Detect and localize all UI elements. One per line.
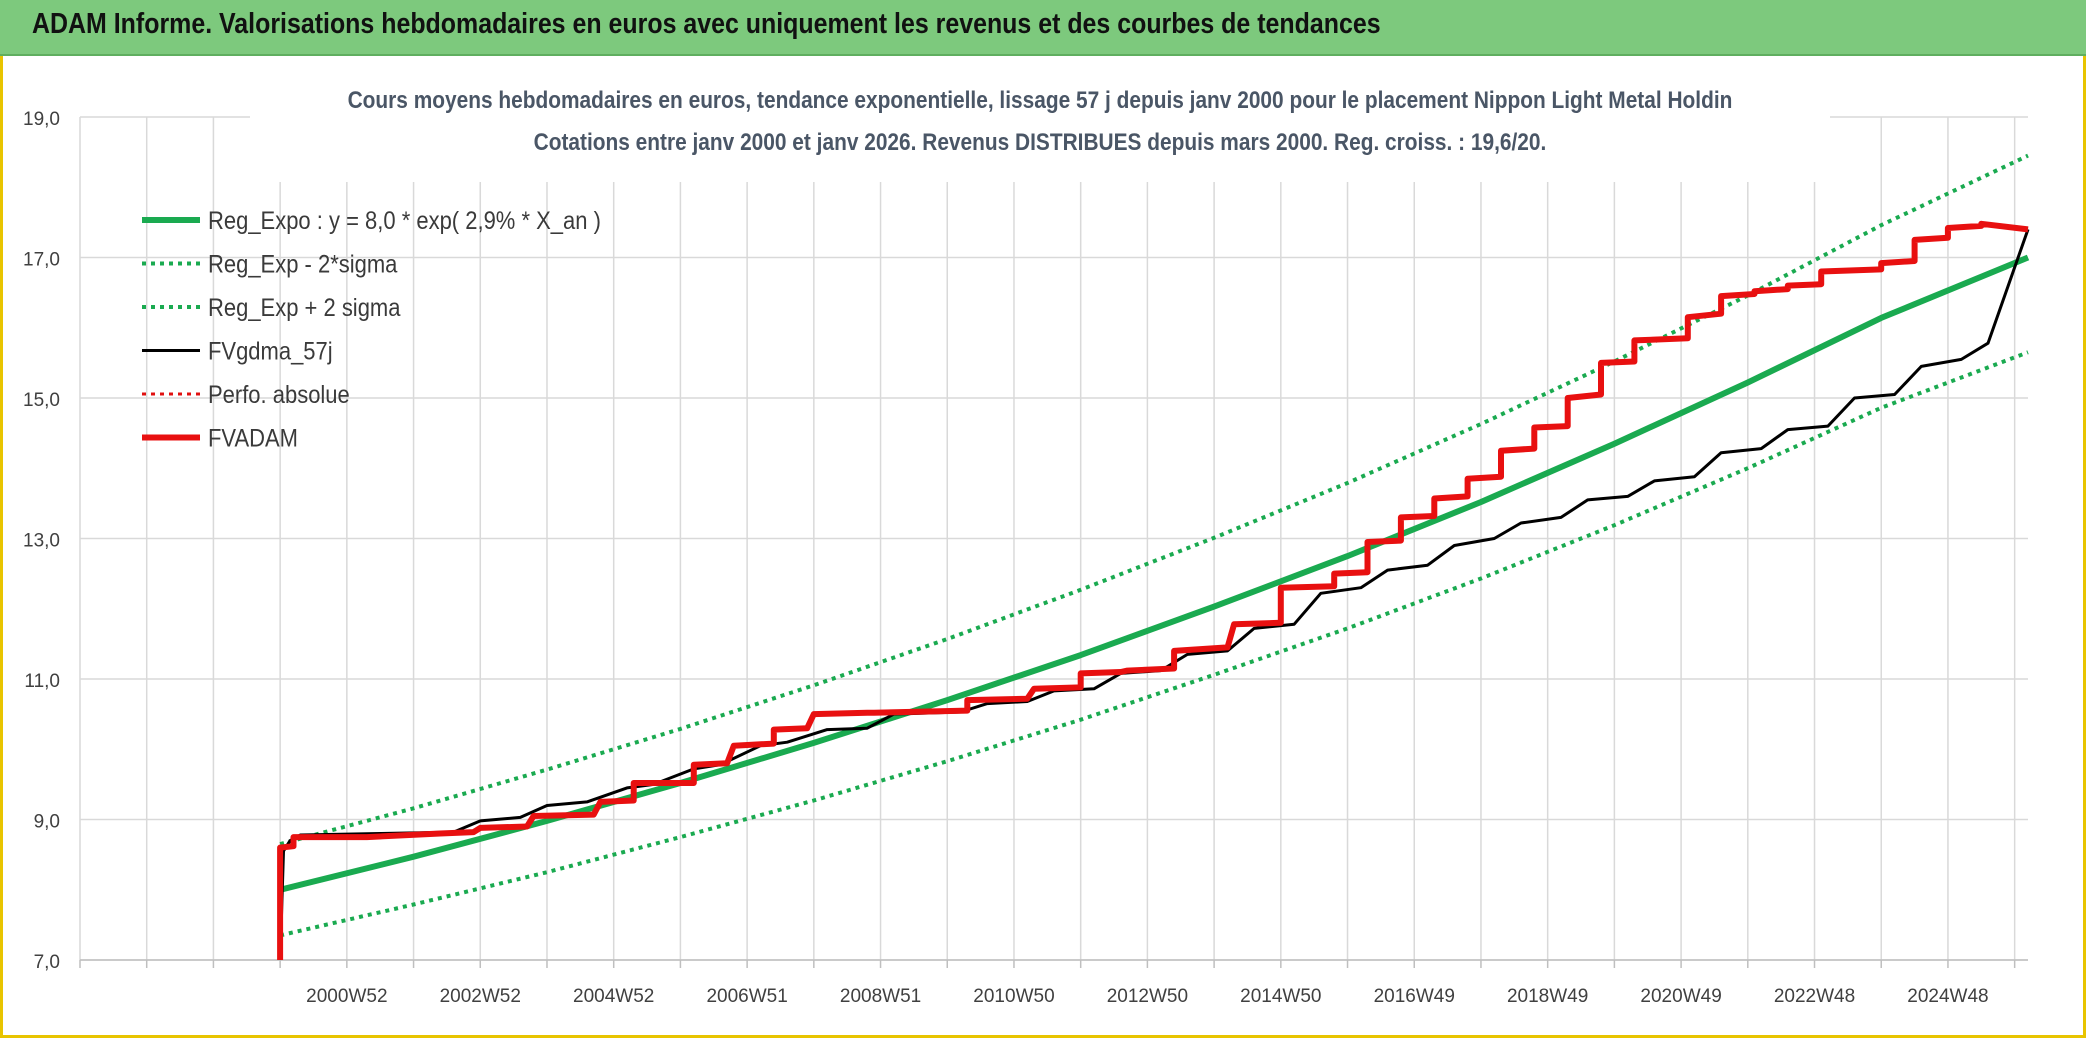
series-line-2 [279, 350, 2029, 938]
legend-label-1: Reg_Expo : y = 8,0 * exp( 2,9% * X_an ) [208, 207, 601, 235]
legend-label-4: FVgdma_57j [208, 337, 333, 365]
y-tick-label: 13,0 [23, 531, 60, 552]
series-line-3 [279, 153, 2029, 847]
series-line-6 [277, 220, 2029, 960]
y-axis: 7,0 9,0 11,0 13,0 15,0 17,0 19,0 [23, 109, 60, 973]
x-axis: 2000W52 2002W52 2004W52 2006W51 2008W51 2010W… [79, 959, 2028, 1007]
x-tick-label: 2012W50 [1107, 986, 1188, 1007]
chart-titles: Cours moyens hebdomadaires en euros, ten… [250, 76, 1830, 182]
x-tick-label: 2016W49 [1374, 986, 1455, 1007]
x-tick-label: 2010W50 [973, 986, 1054, 1007]
title-background [250, 76, 1830, 182]
y-tick-label: 7,0 [34, 952, 60, 973]
chart-title: Cours moyens hebdomadaires en euros, ten… [348, 87, 1733, 114]
line-chart: 7,0 9,0 11,0 13,0 15,0 17,0 19,0 2000W52 2002W5… [3, 56, 2083, 1035]
x-tick-label: 2002W52 [440, 986, 521, 1007]
chart-subtitle: Cotations entre janv 2000 et janv 2026. … [534, 129, 1547, 156]
banner-title: ADAM Informe. Valorisations hebdomadaire… [32, 8, 1381, 40]
x-tick-label: 2006W51 [706, 986, 787, 1007]
x-tick-label: 2004W52 [573, 986, 654, 1007]
legend-label-3: Reg_Exp + 2 sigma [208, 294, 401, 322]
legend: Reg_Expo : y = 8,0 * exp( 2,9% * X_an ) R… [142, 207, 601, 452]
legend-label-5: Perfo. absolue [208, 381, 350, 409]
y-tick-label: 17,0 [23, 250, 60, 271]
header-banner: ADAM Informe. Valorisations hebdomadaire… [0, 0, 2086, 56]
y-tick-label: 9,0 [34, 812, 60, 833]
x-tick-label: 2008W51 [840, 986, 921, 1007]
x-tick-label: 2022W48 [1774, 986, 1855, 1007]
legend-label-6: FVADAM [208, 424, 298, 452]
chart-area [3, 56, 2083, 1035]
y-tick-label: 11,0 [24, 671, 60, 692]
x-tick-label: 2020W49 [1640, 986, 1721, 1007]
x-tick-label: 2014W50 [1240, 986, 1321, 1007]
y-tick-label: 15,0 [23, 390, 60, 411]
x-tick-label: 2000W52 [306, 986, 387, 1007]
x-tick-label: 2024W48 [1907, 986, 1988, 1007]
legend-label-2: Reg_Exp - 2*sigma [208, 250, 398, 278]
y-tick-label: 19,0 [23, 109, 60, 130]
series-layer [277, 153, 2030, 961]
x-tick-label: 2018W49 [1507, 986, 1588, 1007]
